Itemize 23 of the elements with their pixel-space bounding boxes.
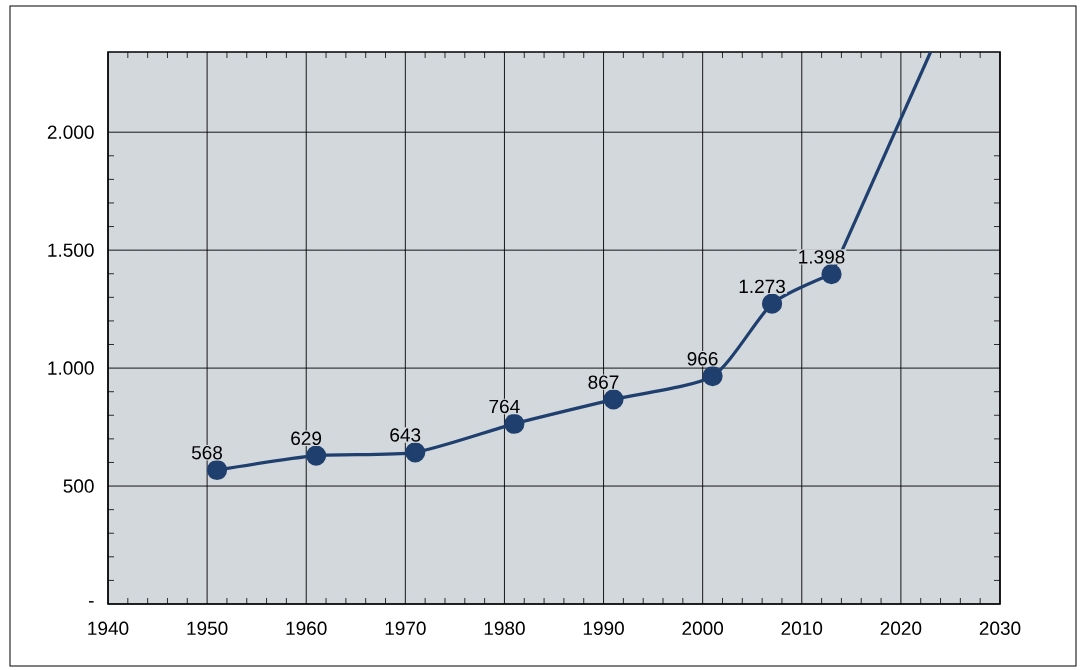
y-tick-label: 1.000 — [48, 361, 94, 375]
x-tick-label: 2030 — [979, 621, 1021, 635]
data-label: 1.273 — [739, 279, 785, 294]
x-tick-label: 1940 — [88, 621, 129, 635]
data-label: 1.398 — [799, 250, 845, 264]
y-tick-label: 1.500 — [48, 243, 94, 257]
data-label: 966 — [687, 352, 718, 366]
data-label: 643 — [390, 428, 421, 442]
x-tick-label: 1980 — [484, 621, 525, 635]
x-tick-label: 2000 — [682, 621, 724, 635]
x-tick-label: 1970 — [385, 621, 426, 635]
x-tick-label: 1990 — [583, 621, 624, 635]
y-tick-label: 2.000 — [47, 125, 94, 139]
data-label: 629 — [291, 431, 322, 446]
x-tick-label: 2020 — [880, 621, 922, 635]
y-tick-label: - — [88, 601, 94, 603]
x-tick-label: 2010 — [781, 621, 823, 635]
data-label: 568 — [191, 445, 223, 460]
y-tick-label: 500 — [63, 479, 94, 493]
x-tick-label: 1950 — [187, 621, 228, 635]
data-label: 867 — [588, 375, 619, 389]
x-tick-label: 1960 — [286, 621, 327, 635]
data-label: 764 — [489, 399, 520, 414]
